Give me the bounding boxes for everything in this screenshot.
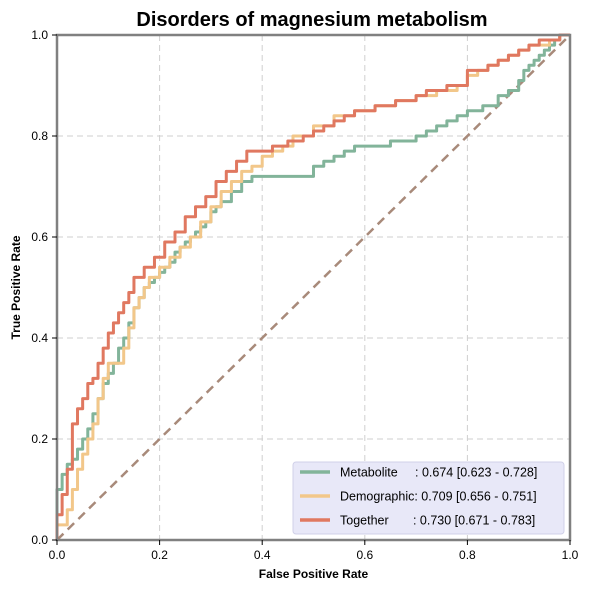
x-tick-label-2: 0.4 xyxy=(254,548,271,562)
grid xyxy=(57,35,570,540)
y-tick-label-1: 0.2 xyxy=(31,432,48,446)
chart-title: Disorders of magnesium metabolism xyxy=(136,9,487,31)
y-tick-label-2: 0.4 xyxy=(31,331,48,345)
legend-label-together: Together : 0.730 [0.671 - 0.783] xyxy=(340,514,535,528)
series-layer xyxy=(55,33,570,540)
y-tick-label-3: 0.6 xyxy=(31,230,48,244)
legend-label-metabolite: Metabolite : 0.674 [0.623 - 0.728] xyxy=(340,466,537,480)
legend-box xyxy=(292,461,565,535)
series-line-together xyxy=(55,33,570,540)
y-axis-label: True Positive Rate xyxy=(9,235,23,339)
x-axis-label: False Positive Rate xyxy=(259,567,369,581)
x-tick-label-4: 0.8 xyxy=(459,548,476,562)
y-tick-label-0: 0.0 xyxy=(31,533,48,547)
legend: Metabolite : 0.674 [0.623 - 0.728] Demogr… xyxy=(292,461,565,535)
x-tick-label-1: 0.2 xyxy=(151,548,168,562)
tick-layer: 0.0 0.2 0.4 0.6 0.8 1.0 0.0 0.2 0.4 0.6 0.8 1.0 xyxy=(31,28,578,562)
legend-label-demographic: Demographic: 0.709 [0.656 - 0.751] xyxy=(340,490,537,504)
y-tick-label-5: 1.0 xyxy=(31,28,48,42)
plot-frame xyxy=(55,33,572,542)
x-tick-label-5: 1.0 xyxy=(562,548,579,562)
y-tick-label-4: 0.8 xyxy=(31,129,48,143)
x-tick-label-0: 0.0 xyxy=(49,548,66,562)
x-tick-label-3: 0.6 xyxy=(356,548,373,562)
